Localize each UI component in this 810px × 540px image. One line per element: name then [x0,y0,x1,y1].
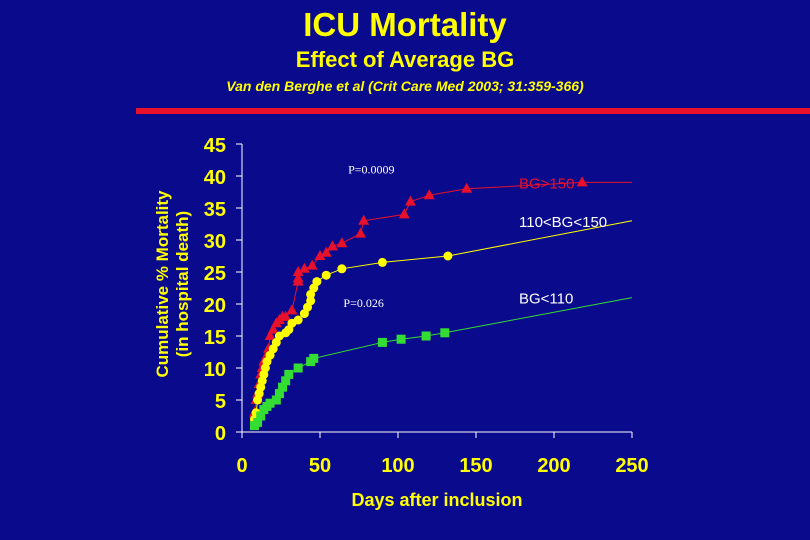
data-point-square [440,328,450,338]
page-subtitle: Effect of Average BG [295,47,515,72]
data-point-circle [293,315,303,325]
series-label: BG<110 [519,291,573,308]
data-point-triangle [314,250,326,260]
data-point-square [265,398,275,408]
data-point-triangle [264,330,276,340]
data-point-circle [306,296,316,306]
data-point-circle [337,264,347,274]
x-tick-label: 0 [236,455,247,477]
series-label: BG>150 [519,175,574,192]
data-point-circle [312,277,322,287]
data-point-circle [321,270,331,280]
data-point-triangle [326,240,338,251]
data-point-square [274,389,284,399]
y-tick-label: 40 [204,167,226,189]
p-value-annotation: P=0.026 [343,296,383,310]
y-tick-label: 25 [204,263,226,285]
data-point-square [281,376,291,386]
data-point-square [396,334,406,344]
data-point-square [278,382,288,392]
data-point-square [293,363,303,373]
y-tick-label: 20 [204,295,226,317]
y-tick-label: 10 [204,359,226,381]
x-axis-title: Days after inclusion [351,490,522,510]
page-title: ICU Mortality [303,6,507,43]
data-point-circle [377,257,387,267]
y-tick-label: 30 [204,231,226,253]
data-point-triangle [423,189,435,200]
data-point-triangle [404,195,416,206]
data-point-triangle [292,266,304,276]
data-point-triangle [398,208,410,219]
x-tick-label: 200 [537,455,570,477]
y-tick-label: 35 [204,199,226,221]
data-point-triangle [280,310,292,321]
data-point-square [309,353,319,363]
data-point-triangle [306,259,318,270]
data-point-triangle [461,182,473,193]
data-point-triangle [336,237,348,248]
x-tick-label: 250 [615,455,648,477]
data-point-triangle [320,246,332,257]
accent-divider [136,108,810,114]
data-point-square [253,417,263,427]
data-point-triangle [576,176,588,187]
data-point-triangle [298,262,310,273]
y-tick-label: 15 [204,327,226,349]
citation: Van den Berghe et al (Crit Care Med 2003… [226,78,584,94]
data-point-square [421,331,431,341]
data-point-triangle [358,214,370,225]
data-point-triangle [355,227,367,238]
y-tick-label: 0 [215,423,226,445]
series-leader-line [447,220,633,257]
data-point-triangle [292,272,304,283]
data-point-triangle [286,304,298,315]
series-label: 110<BG<150 [519,214,607,231]
data-point-square [377,337,387,347]
series-leader-line [444,297,633,334]
data-point-circle [443,251,453,261]
data-point-triangle [267,323,279,334]
y-tick-label: 45 [204,135,226,157]
y-axis-title: Cumulative % Mortality(in hospital death… [153,190,192,378]
y-axis-title-line: (in hospital death) [173,211,192,357]
data-point-square [256,411,266,421]
x-tick-label: 50 [309,455,331,477]
p-value-annotation: P=0.0009 [348,162,394,176]
data-point-square [284,369,294,379]
data-point-square [271,395,281,405]
y-tick-label: 5 [215,391,226,413]
y-axis-title-line: Cumulative % Mortality [153,190,172,378]
x-tick-label: 100 [381,455,414,477]
x-tick-label: 150 [459,455,492,477]
